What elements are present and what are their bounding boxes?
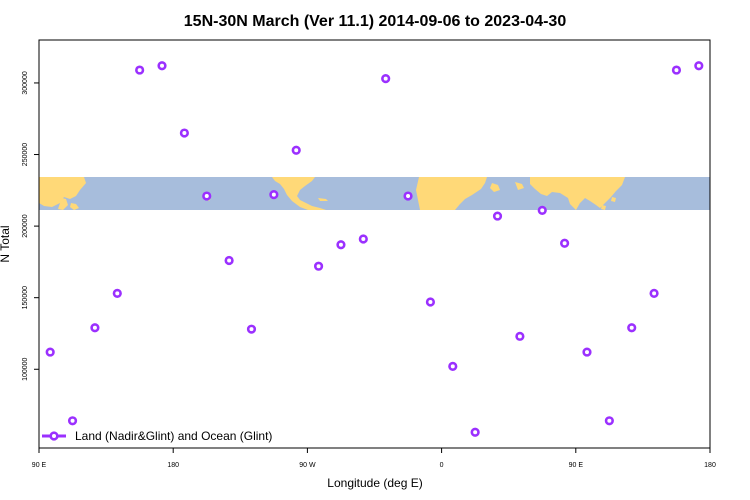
data-point [627, 323, 637, 333]
data-point [202, 191, 212, 201]
x-axis-label: Longitude (deg E) [327, 476, 422, 490]
x-tick-label: 90 W [299, 462, 316, 469]
data-point [694, 61, 704, 71]
data-point [381, 74, 391, 84]
y-tick-label: 200000 [22, 214, 29, 237]
data-point [671, 65, 682, 75]
data-point [492, 211, 503, 221]
data-point [157, 61, 167, 71]
y-axis: 100000 150000 200000 250000 300000 [22, 71, 39, 381]
x-tick-label: 0 [440, 462, 444, 469]
data-point [45, 347, 55, 357]
world-map-band [39, 177, 710, 210]
data-point [582, 347, 592, 357]
data-point [560, 238, 570, 248]
data-point [403, 191, 413, 201]
data-point [425, 297, 436, 307]
legend-marker [49, 431, 59, 441]
data-point [336, 240, 346, 250]
chart-title: 15N-30N March (Ver 11.1) 2014-09-06 to 2… [184, 13, 567, 30]
y-tick-label: 300000 [22, 71, 29, 94]
data-point [90, 323, 100, 333]
data-point [112, 288, 122, 298]
legend: Land (Nadir&Glint) and Ocean (Glint) [42, 429, 272, 443]
data-point [224, 255, 234, 266]
x-axis: 90 E 180 90 W 0 90 E 180 [32, 448, 716, 469]
x-tick-label: 90 E [569, 462, 584, 469]
y-tick-label: 150000 [22, 286, 29, 309]
x-tick-label: 90 E [32, 462, 47, 469]
data-points [45, 61, 704, 437]
data-point [313, 261, 324, 271]
x-tick-label: 180 [167, 462, 179, 469]
data-point [179, 128, 189, 138]
plot-frame [38, 39, 711, 449]
map-land [39, 177, 625, 210]
x-tick-label: 180 [704, 462, 716, 469]
data-point [448, 361, 458, 372]
y-tick-label: 250000 [22, 143, 29, 166]
data-point [269, 190, 279, 200]
data-point [604, 416, 614, 426]
y-tick-label: 100000 [22, 357, 29, 380]
data-point [246, 324, 257, 334]
data-point [537, 205, 547, 215]
data-point [135, 65, 145, 75]
data-point [291, 145, 301, 155]
legend-label: Land (Nadir&Glint) and Ocean (Glint) [75, 429, 272, 443]
data-point [470, 427, 480, 437]
data-point [649, 288, 659, 298]
data-point [67, 416, 78, 426]
data-point [358, 234, 368, 244]
y-axis-label: N Total [0, 225, 12, 262]
data-point [515, 331, 525, 341]
